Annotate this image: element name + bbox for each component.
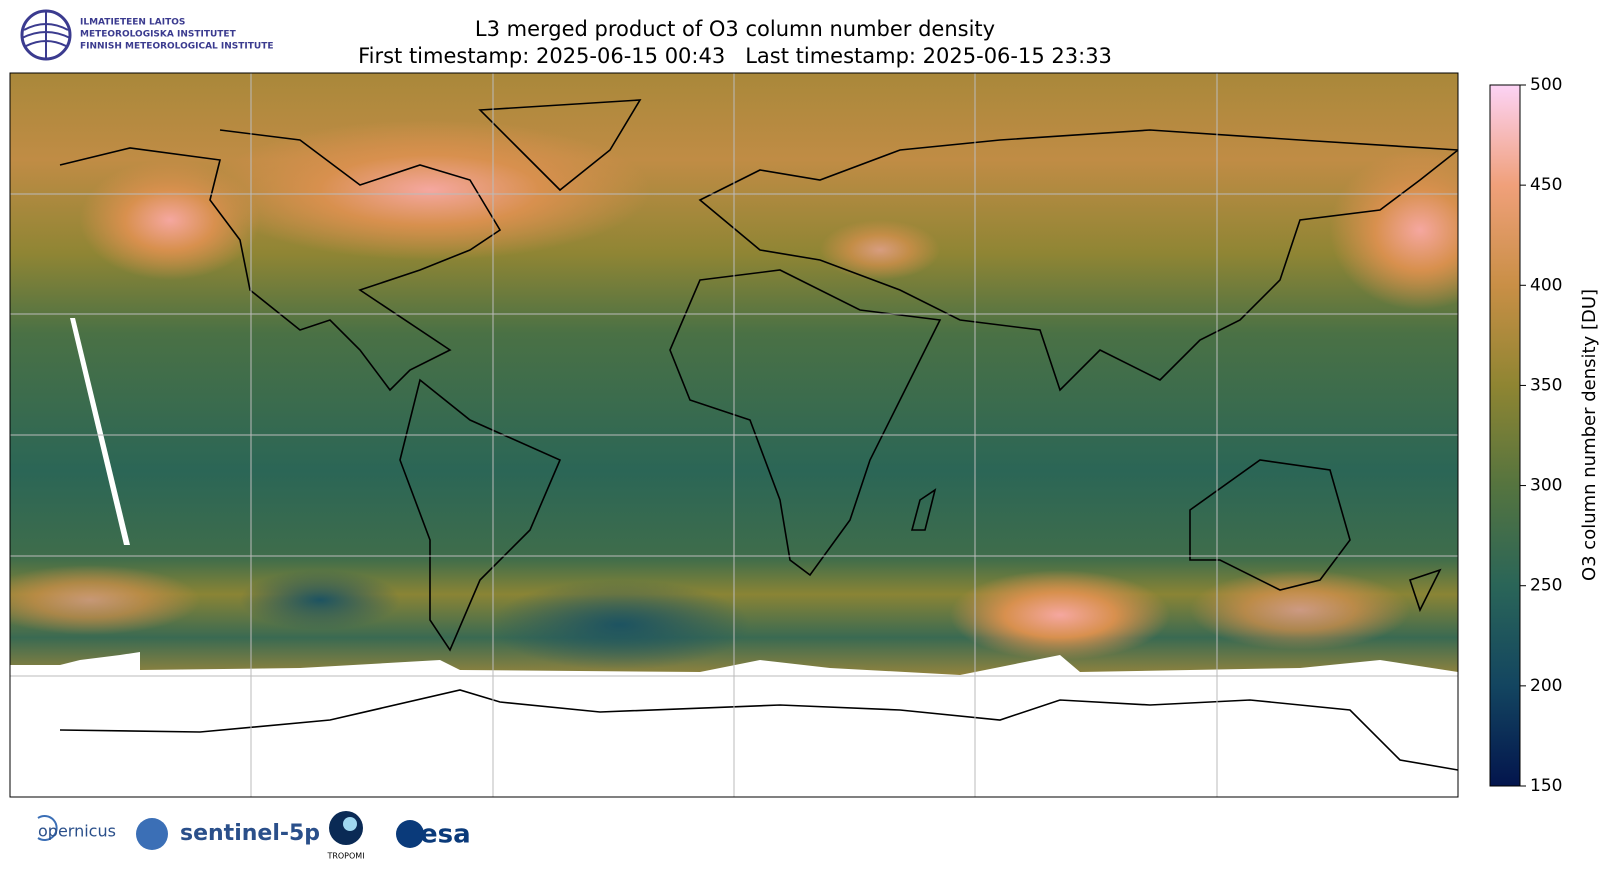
logos: opernicus sentinel-5p TROPOMI esa [37,811,471,861]
logo-copernicus: opernicus [38,822,116,841]
colorbar-tick-label: 200 [1530,676,1562,696]
institute-name: METEOROLOGISKA INSTITUTET [80,30,237,40]
map-frame [9,72,1459,798]
logo-esa: esa [420,820,471,850]
colorbar-tick-label: 500 [1530,75,1562,95]
colorbar-tick-label: 250 [1530,576,1562,596]
colorbar-tick-label: 150 [1530,776,1562,796]
title: L3 merged product of O3 column number de… [475,17,995,41]
subtitle: First timestamp: 2025-06-15 00:43 Last t… [358,44,1112,68]
institute-name: ILMATIETEEN LAITOS [80,18,185,28]
logo-fmi: ILMATIETEEN LAITOS METEOROLOGISKA INSTIT… [20,9,274,61]
institute-name: FINNISH METEOROLOGICAL INSTITUTE [80,42,274,52]
colorbar [1489,84,1521,787]
colorbar-tick-label: 350 [1530,375,1562,395]
logo-sentinel: sentinel-5p [180,821,320,846]
colorbar-tick-label: 400 [1530,275,1562,295]
colorbar-tick-label: 300 [1530,476,1562,496]
colorbar-tick-label: 450 [1530,175,1562,195]
colorbar-label: O3 column number density [DU] [1579,289,1600,581]
logo-tropomi: TROPOMI [326,852,364,861]
map [10,73,1458,797]
